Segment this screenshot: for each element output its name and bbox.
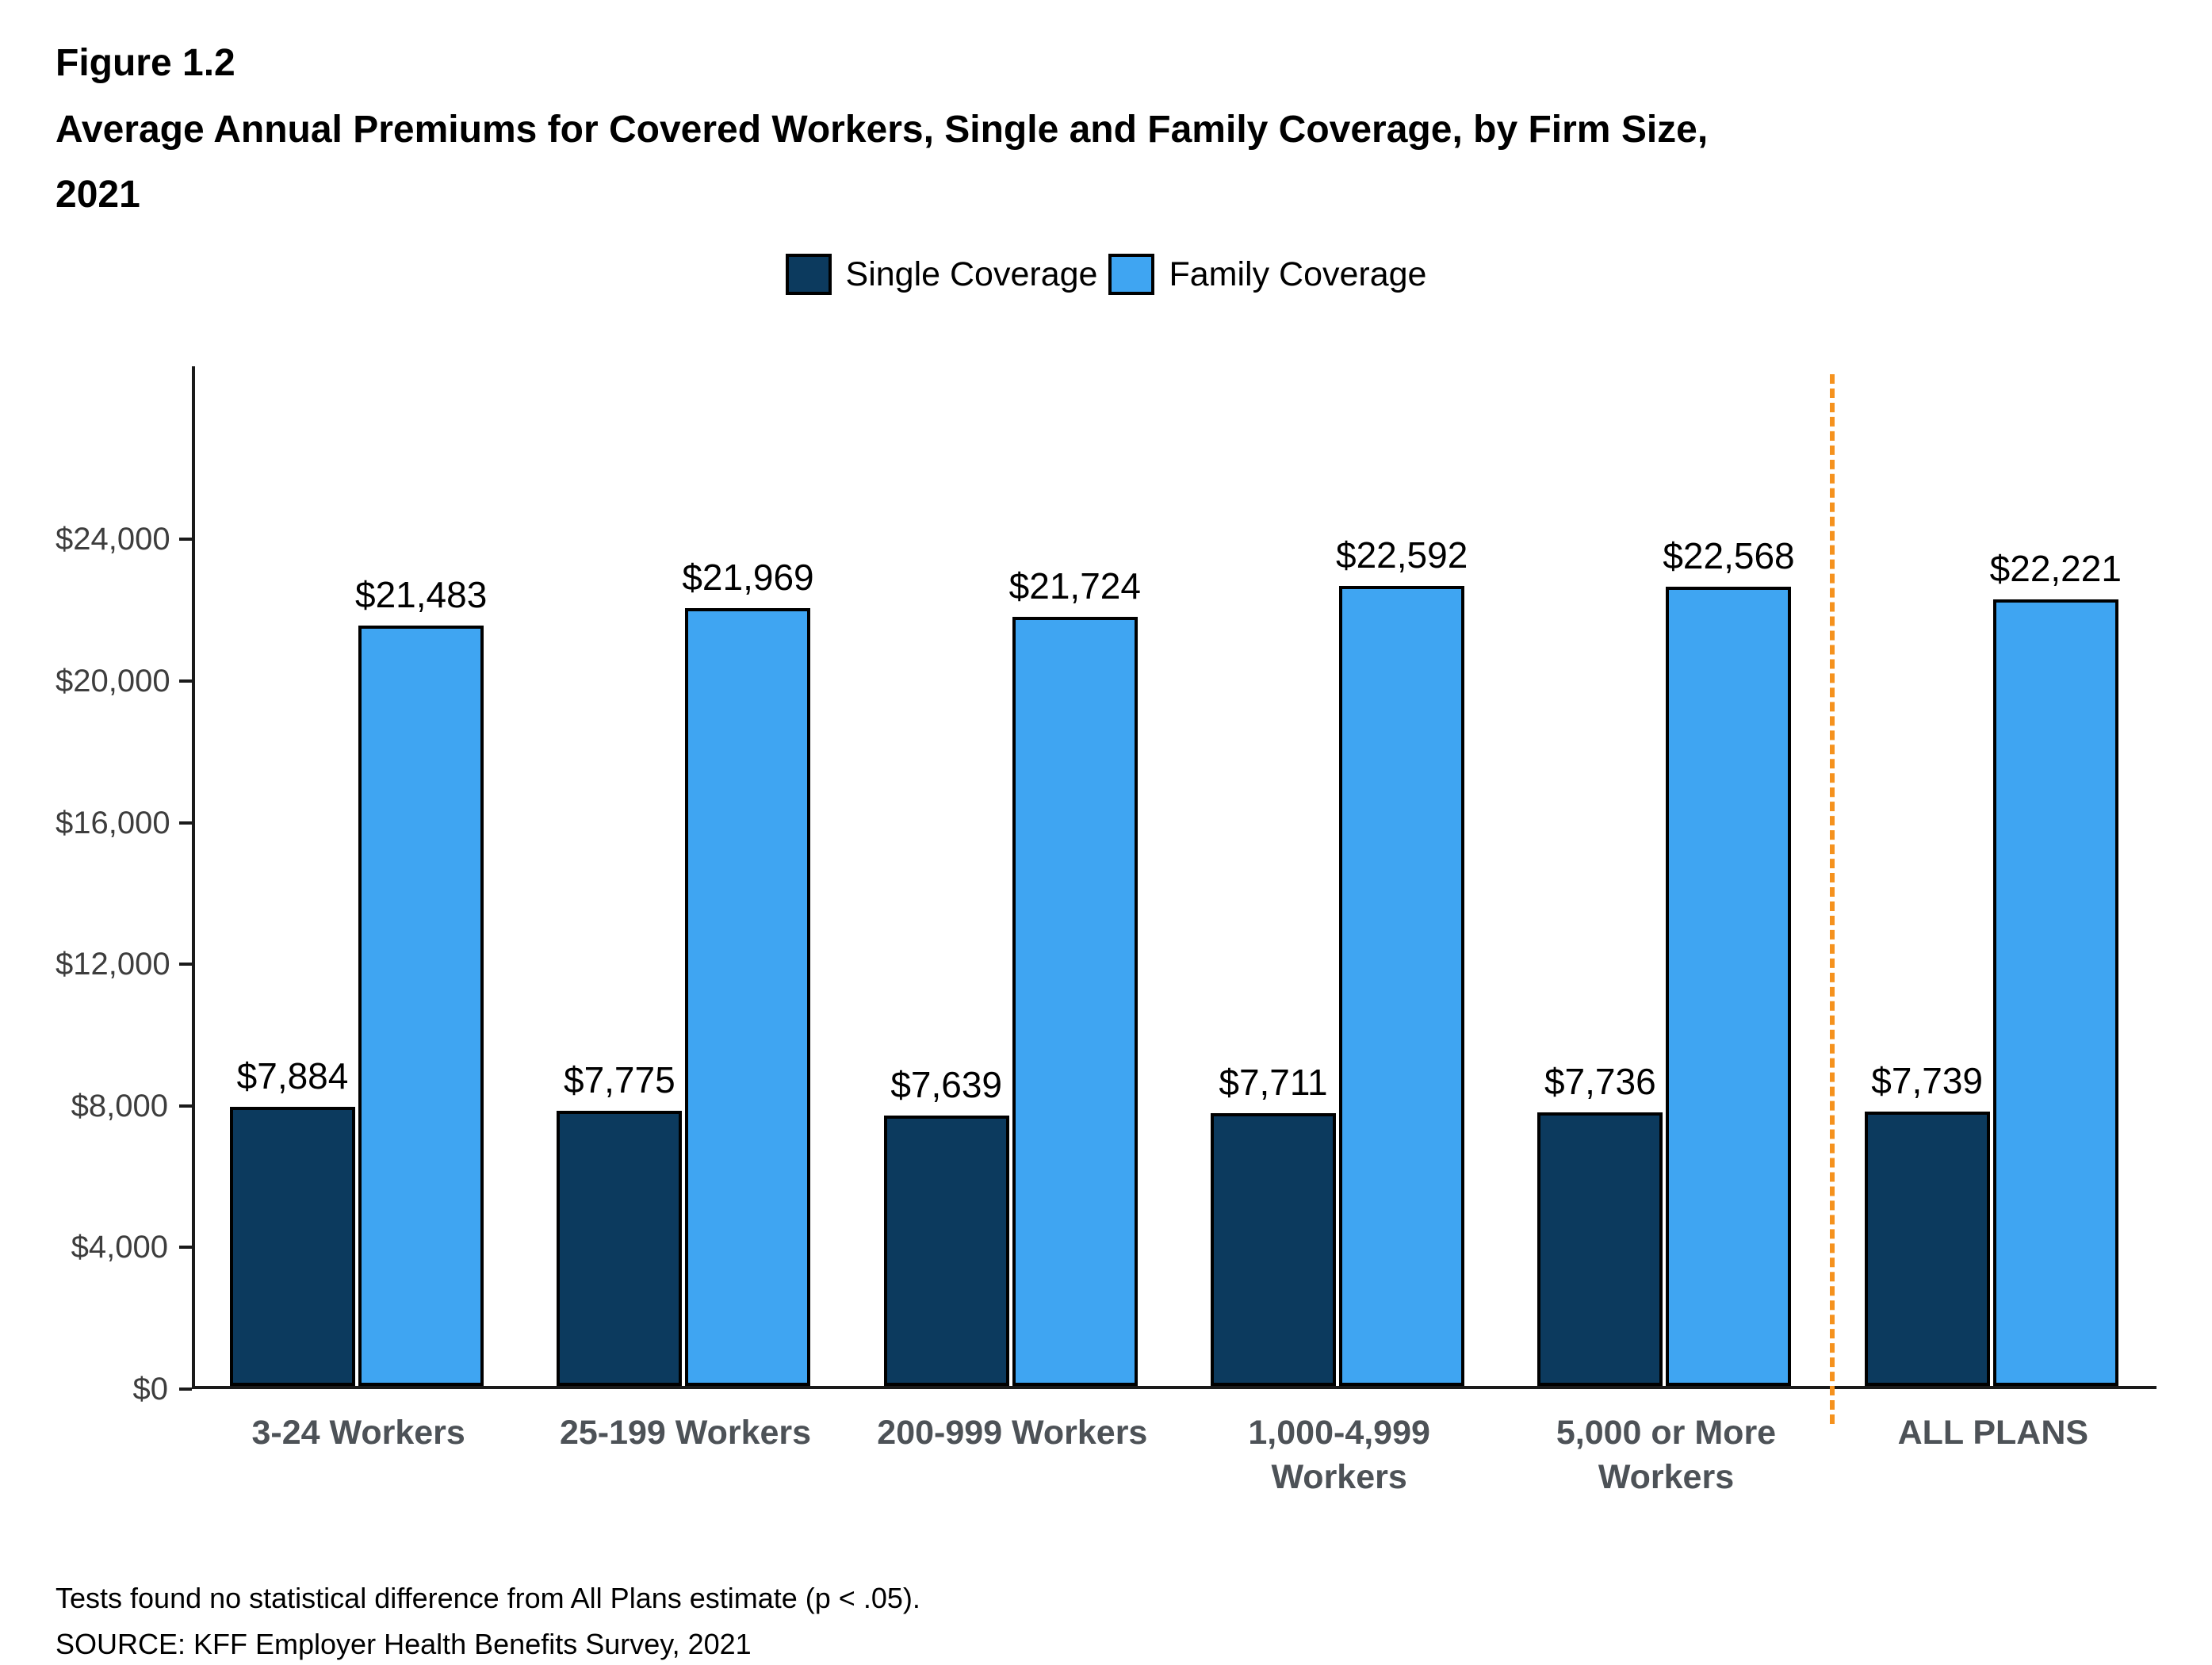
bar-single-coverage (1864, 1112, 1990, 1387)
bar-wrap: $7,639 (883, 1063, 1009, 1387)
y-tick-label: $0 (132, 1372, 169, 1407)
figure-header: Figure 1.2 Average Annual Premiums for C… (0, 0, 2212, 227)
bar-family-coverage (1012, 617, 1138, 1387)
figure-title: Average Annual Premiums for Covered Work… (55, 98, 2141, 227)
bar-family-coverage (1666, 587, 1792, 1387)
bar-single-coverage (883, 1116, 1009, 1387)
bar-single-coverage (557, 1111, 683, 1387)
bar-wrap: $7,711 (1211, 1061, 1336, 1387)
bar-single-coverage (1211, 1113, 1336, 1387)
x-category-label: ALL PLANS (1897, 1414, 2089, 1453)
figure-title-line-1: Average Annual Premiums for Covered Work… (55, 109, 1709, 151)
y-tick-label: $24,000 (55, 522, 170, 557)
bar-value-label: $7,736 (1544, 1061, 1656, 1103)
bar-value-label: $7,739 (1871, 1060, 1983, 1102)
y-tick-label: $20,000 (55, 664, 170, 699)
bar-group: $7,884 $21,483 3-24 Workers (195, 366, 522, 1452)
bar-wrap: $21,969 (682, 556, 814, 1387)
bar-pair: $7,736 $22,568 (1537, 366, 1795, 1387)
bar-value-label: $21,969 (682, 557, 814, 599)
x-category-label: 5,000 or More Workers (1556, 1414, 1777, 1497)
bar-wrap: $21,483 (355, 573, 488, 1387)
bar-value-label: $7,884 (236, 1055, 349, 1097)
y-tick-mark (179, 1104, 192, 1108)
x-category-label: 200-999 Workers (877, 1414, 1148, 1453)
figure-title-line-2: 2021 (55, 173, 140, 216)
plot-area: $7,884 $21,483 3-24 Workers $7,775 $21,969 25… (192, 366, 2157, 1496)
bar-value-label: $7,639 (890, 1064, 1003, 1106)
bar-wrap: $22,592 (1336, 534, 1468, 1387)
bar-wrap: $22,568 (1663, 534, 1795, 1387)
bar-value-label: $22,568 (1663, 535, 1795, 577)
legend-item-single-coverage: Single Coverage (785, 254, 1098, 296)
bar-pair: $7,639 $21,724 (883, 366, 1141, 1387)
y-axis: $0 $4,000 $8,000 $12,000 $16,000 $20,000 $24,0… (55, 366, 192, 1405)
bar-wrap: $7,736 (1537, 1060, 1663, 1387)
bar-pair: $7,711 $22,592 (1211, 366, 1468, 1387)
bar-pair: $7,739 $22,221 (1864, 366, 2122, 1387)
figure-number: Figure 1.2 (55, 42, 235, 84)
y-tick-mark (179, 1246, 192, 1250)
legend-label-single: Single Coverage (845, 255, 1098, 293)
bar-pair: $7,884 $21,483 (230, 366, 488, 1387)
bar-pair: $7,775 $21,969 (557, 366, 814, 1387)
bar-wrap: $7,739 (1864, 1059, 1990, 1387)
bar-group: $7,639 $21,724 200-999 Workers (849, 366, 1176, 1452)
y-tick-mark (179, 1388, 192, 1391)
bar-single-coverage (230, 1107, 356, 1387)
bar-wrap: $21,724 (1008, 565, 1141, 1387)
bar-chart: $0 $4,000 $8,000 $12,000 $16,000 $20,000 $24,0… (0, 366, 2212, 1496)
note-line: Tests found no statistical difference fr… (55, 1582, 920, 1615)
bar-group: $7,739 $22,221 ALL PLANS (1830, 366, 2157, 1452)
bar-wrap: $7,775 (557, 1058, 683, 1387)
y-tick-mark (179, 679, 192, 683)
y-tick-label: $4,000 (71, 1230, 168, 1265)
legend-label-family: Family Coverage (1169, 255, 1427, 293)
x-category-label: 1,000-4,999 Workers (1248, 1414, 1430, 1497)
y-tick-mark (179, 538, 192, 542)
all-plans-separator-line (1829, 374, 1835, 1425)
bar-group: $7,736 $22,568 5,000 or More Workers (1502, 366, 1829, 1496)
y-tick-mark (179, 821, 192, 825)
bar-group: $7,711 $22,592 1,000-4,999 Workers (1176, 366, 1502, 1496)
bar-family-coverage (358, 626, 484, 1387)
bar-value-label: $7,775 (563, 1059, 675, 1101)
bar-value-label: $21,483 (355, 574, 488, 616)
bar-family-coverage (685, 608, 811, 1387)
single-coverage-swatch-icon (785, 254, 832, 296)
bar-single-coverage (1537, 1112, 1663, 1387)
x-category-label: 3-24 Workers (251, 1414, 465, 1453)
x-category-label: 25-199 Workers (559, 1414, 812, 1453)
family-coverage-swatch-icon (1108, 254, 1155, 296)
y-tick-label: $16,000 (55, 806, 170, 841)
source-line: SOURCE: KFF Employer Health Benefits Sur… (55, 1627, 752, 1660)
legend-item-family-coverage: Family Coverage (1108, 254, 1427, 296)
bar-wrap: $7,884 (230, 1054, 356, 1387)
bar-value-label: $21,724 (1008, 565, 1141, 607)
bar-wrap: $22,221 (1989, 547, 2122, 1387)
y-tick-label: $8,000 (71, 1089, 168, 1124)
bar-value-label: $22,592 (1336, 534, 1468, 576)
y-tick-mark (179, 963, 192, 966)
bar-group: $7,775 $21,969 25-199 Workers (522, 366, 848, 1452)
figure-footer: Tests found no statistical difference fr… (0, 1575, 2212, 1665)
bar-value-label: $22,221 (1989, 548, 2122, 590)
chart-legend: Single Coverage Family Coverage (0, 254, 2212, 296)
bar-value-label: $7,711 (1219, 1062, 1328, 1104)
bar-family-coverage (1339, 586, 1465, 1387)
y-tick-label: $12,000 (55, 947, 170, 982)
bar-family-coverage (1992, 599, 2118, 1387)
